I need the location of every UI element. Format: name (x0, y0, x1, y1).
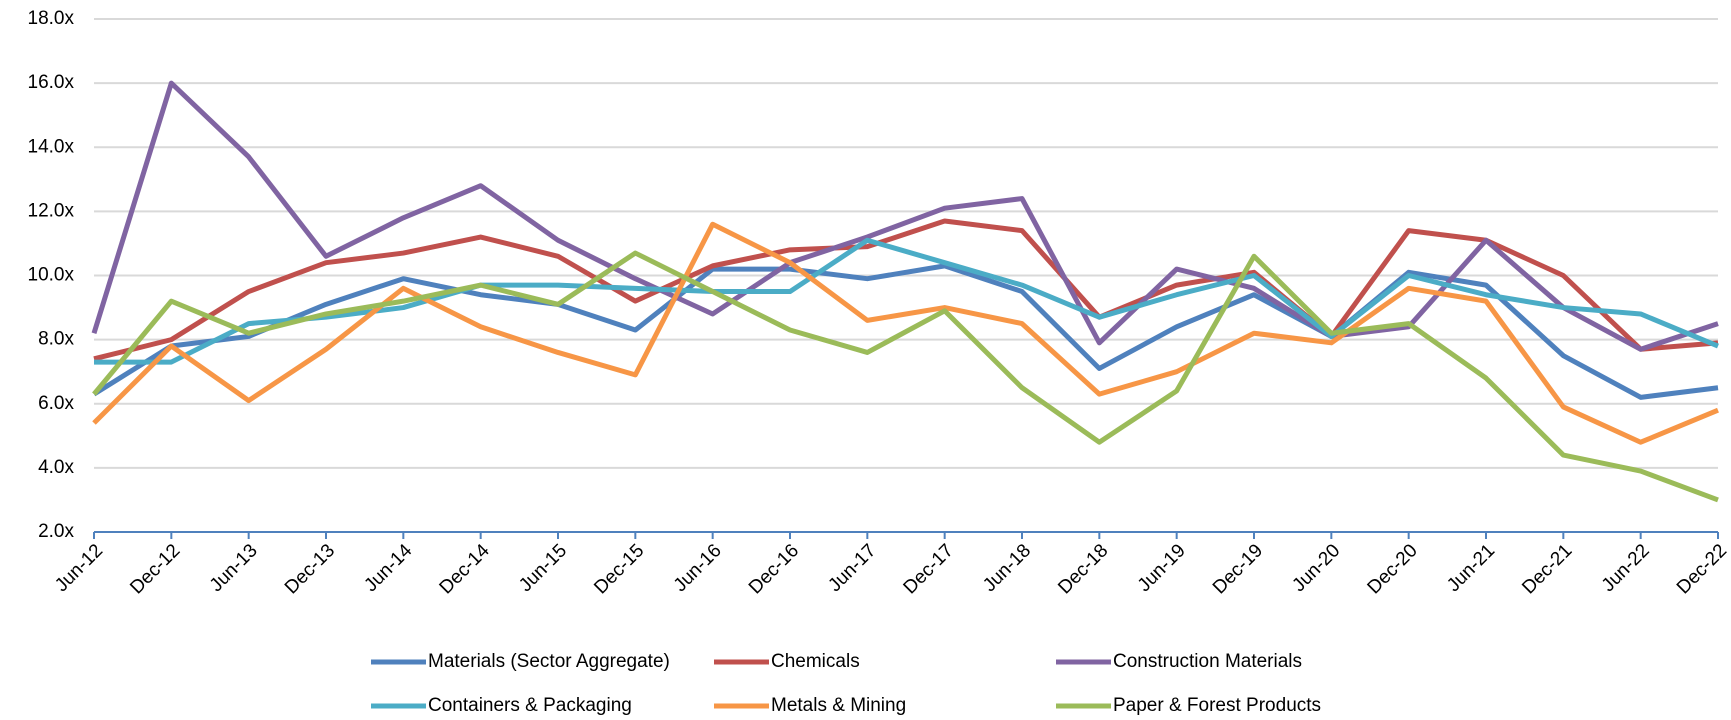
series-line (94, 237, 1719, 365)
x-tick-label: Dec-15 (590, 540, 648, 598)
x-tick-label: Jun-22 (1598, 540, 1654, 596)
y-tick-label: 2.0x (38, 521, 74, 542)
x-tick-label: Jun-17 (824, 540, 880, 596)
x-tick-label: Dec-19 (1209, 540, 1267, 598)
legend-label: Paper & Forest Products (1113, 695, 1321, 716)
x-tick-label: Dec-13 (281, 540, 339, 598)
legend-label: Construction Materials (1113, 651, 1302, 672)
x-tick-label: Jun-20 (1288, 540, 1344, 596)
x-tick-label: Dec-21 (1518, 540, 1576, 598)
series-line (93, 218, 1719, 362)
y-tick-label: 12.0x (28, 200, 75, 221)
legend-label: Chemicals (771, 651, 860, 672)
x-tick-label: Dec-18 (1054, 540, 1112, 598)
y-tick-label: 8.0x (38, 329, 74, 350)
series-line (92, 250, 1719, 503)
legend-label: Metals & Mining (771, 695, 906, 716)
x-tick-label: Dec-20 (1364, 540, 1422, 598)
x-tick-label: Jun-18 (979, 540, 1035, 596)
y-tick-label: 10.0x (28, 265, 75, 286)
x-tick-label: Dec-14 (436, 540, 494, 598)
series-line (92, 263, 1719, 400)
legend-label: Materials (Sector Aggregate) (428, 651, 670, 672)
y-tick-label: 16.0x (28, 72, 75, 93)
legend-label: Containers & Packaging (428, 695, 632, 716)
y-tick-label: 6.0x (38, 393, 74, 414)
x-tick-label: Jun-15 (515, 540, 571, 596)
x-tick-label: Jun-21 (1443, 540, 1499, 596)
y-tick-label: 4.0x (38, 457, 74, 478)
series-line (92, 221, 1719, 445)
x-tick-label: Jun-19 (1134, 540, 1190, 596)
x-tick-label: Jun-16 (670, 540, 726, 596)
x-tick-label: Dec-22 (1673, 540, 1731, 598)
y-tick-label: 14.0x (28, 136, 75, 157)
x-tick-label: Dec-17 (900, 540, 958, 598)
y-tick-label: 18.0x (28, 8, 75, 29)
x-tick-label: Jun-14 (360, 540, 416, 596)
series-line (91, 80, 1719, 352)
x-tick-label: Dec-16 (745, 540, 803, 598)
x-tick-label: Jun-12 (51, 540, 107, 596)
x-tick-label: Dec-12 (126, 540, 184, 598)
x-tick-label: Jun-13 (206, 540, 262, 596)
